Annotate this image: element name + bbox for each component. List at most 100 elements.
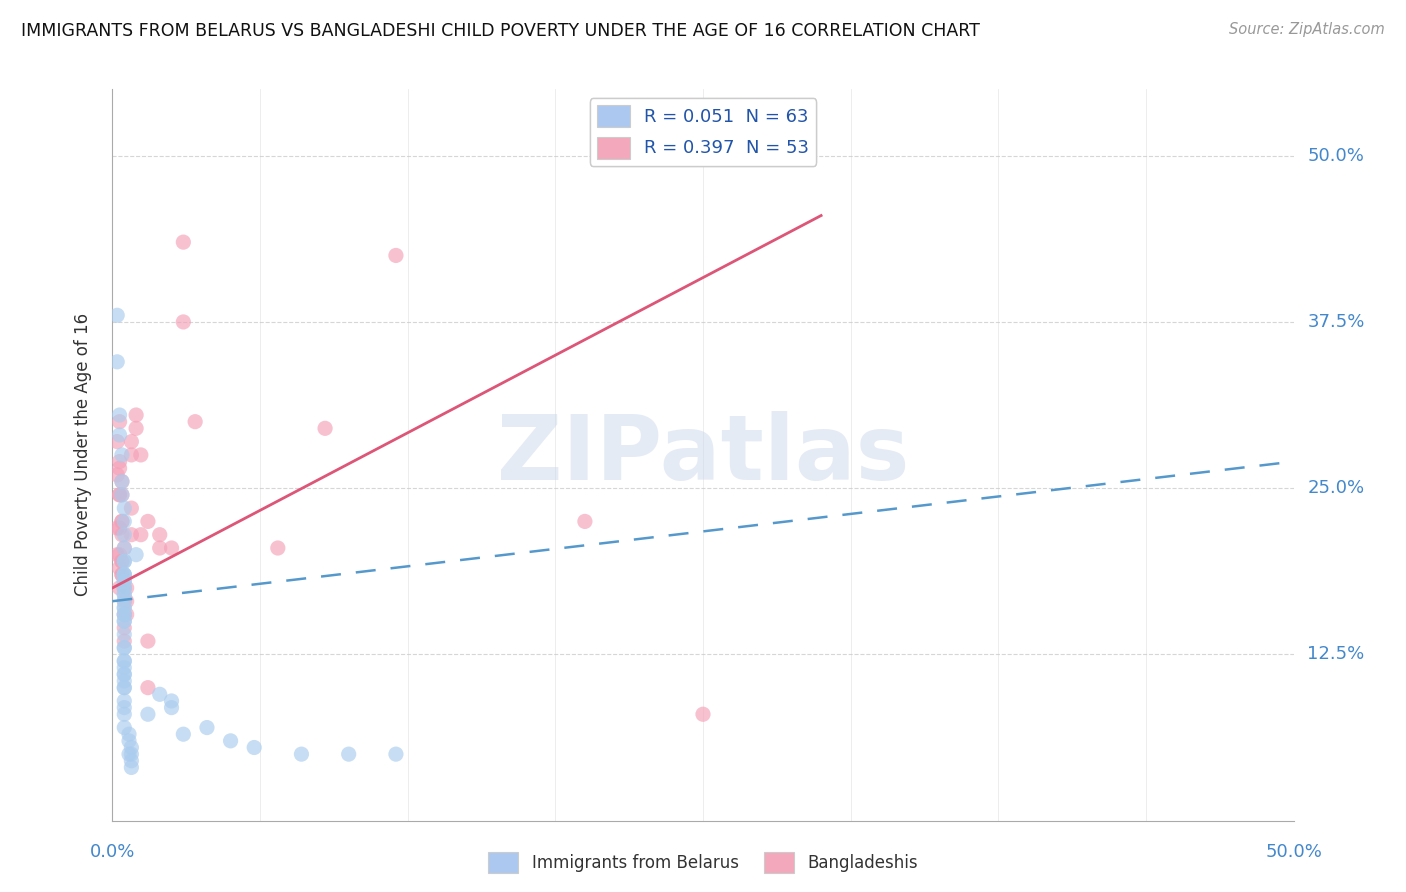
Point xyxy=(111,475,134,489)
Point xyxy=(136,681,159,695)
Point xyxy=(112,700,135,714)
Point xyxy=(108,561,131,575)
Point xyxy=(112,681,135,695)
Text: Source: ZipAtlas.com: Source: ZipAtlas.com xyxy=(1229,22,1385,37)
Point xyxy=(120,747,142,761)
Point xyxy=(136,515,159,529)
Point xyxy=(112,600,135,615)
Point xyxy=(105,308,128,322)
Point xyxy=(112,607,135,622)
Point xyxy=(112,694,135,708)
Point xyxy=(172,727,194,741)
Point xyxy=(112,607,135,622)
Legend: R = 0.051  N = 63, R = 0.397  N = 53: R = 0.051 N = 63, R = 0.397 N = 53 xyxy=(589,98,817,166)
Point xyxy=(108,408,131,422)
Point xyxy=(112,654,135,668)
Point xyxy=(111,567,134,582)
Point xyxy=(105,355,128,369)
Point xyxy=(219,734,242,748)
Y-axis label: Child Poverty Under the Age of 16: Child Poverty Under the Age of 16 xyxy=(73,313,91,597)
Point xyxy=(112,614,135,628)
Point xyxy=(108,548,131,562)
Point xyxy=(112,627,135,641)
Point xyxy=(136,707,159,722)
Text: 0.0%: 0.0% xyxy=(90,843,135,861)
Point xyxy=(112,574,135,589)
Point xyxy=(105,434,128,449)
Point xyxy=(112,527,135,541)
Point xyxy=(108,454,131,468)
Point xyxy=(160,541,183,555)
Point xyxy=(111,515,134,529)
Point xyxy=(108,581,131,595)
Point xyxy=(290,747,312,761)
Point xyxy=(118,734,141,748)
Point xyxy=(112,541,135,555)
Point xyxy=(105,548,128,562)
Text: 50.0%: 50.0% xyxy=(1265,843,1322,861)
Point xyxy=(112,567,135,582)
Point xyxy=(243,740,266,755)
Point xyxy=(112,667,135,681)
Point xyxy=(149,527,172,541)
Point xyxy=(108,461,131,475)
Legend: Immigrants from Belarus, Bangladeshis: Immigrants from Belarus, Bangladeshis xyxy=(482,846,924,880)
Point xyxy=(112,614,135,628)
Point xyxy=(337,747,360,761)
Point xyxy=(112,707,135,722)
Point xyxy=(112,541,135,555)
Text: 37.5%: 37.5% xyxy=(1308,313,1365,331)
Point xyxy=(112,554,135,568)
Point xyxy=(120,760,142,774)
Point xyxy=(115,607,138,622)
Point xyxy=(111,515,134,529)
Point xyxy=(111,488,134,502)
Point xyxy=(112,594,135,608)
Text: 25.0%: 25.0% xyxy=(1308,479,1365,497)
Point xyxy=(125,408,148,422)
Point xyxy=(112,581,135,595)
Point xyxy=(111,554,134,568)
Point xyxy=(111,448,134,462)
Point xyxy=(112,501,135,516)
Point xyxy=(108,488,131,502)
Text: 12.5%: 12.5% xyxy=(1308,646,1365,664)
Point xyxy=(267,541,290,555)
Point xyxy=(112,594,135,608)
Point xyxy=(149,687,172,701)
Point xyxy=(120,527,142,541)
Point xyxy=(125,421,148,435)
Point xyxy=(120,448,142,462)
Point xyxy=(108,428,131,442)
Point xyxy=(184,415,207,429)
Point xyxy=(112,567,135,582)
Point xyxy=(112,581,135,595)
Point xyxy=(118,727,141,741)
Point xyxy=(120,501,142,516)
Point xyxy=(115,594,138,608)
Point xyxy=(112,640,135,655)
Point xyxy=(111,527,134,541)
Point xyxy=(120,754,142,768)
Point xyxy=(108,488,131,502)
Point xyxy=(120,434,142,449)
Point xyxy=(118,747,141,761)
Point xyxy=(160,700,183,714)
Point xyxy=(125,548,148,562)
Point xyxy=(136,634,159,648)
Point xyxy=(112,515,135,529)
Point xyxy=(112,673,135,688)
Point xyxy=(112,607,135,622)
Point xyxy=(112,588,135,602)
Point xyxy=(111,554,134,568)
Point xyxy=(112,661,135,675)
Point xyxy=(149,541,172,555)
Point xyxy=(314,421,336,435)
Point xyxy=(112,640,135,655)
Point xyxy=(112,681,135,695)
Point xyxy=(120,740,142,755)
Point xyxy=(112,600,135,615)
Point xyxy=(112,721,135,735)
Point xyxy=(160,694,183,708)
Text: IMMIGRANTS FROM BELARUS VS BANGLADESHI CHILD POVERTY UNDER THE AGE OF 16 CORRELA: IMMIGRANTS FROM BELARUS VS BANGLADESHI C… xyxy=(21,22,980,40)
